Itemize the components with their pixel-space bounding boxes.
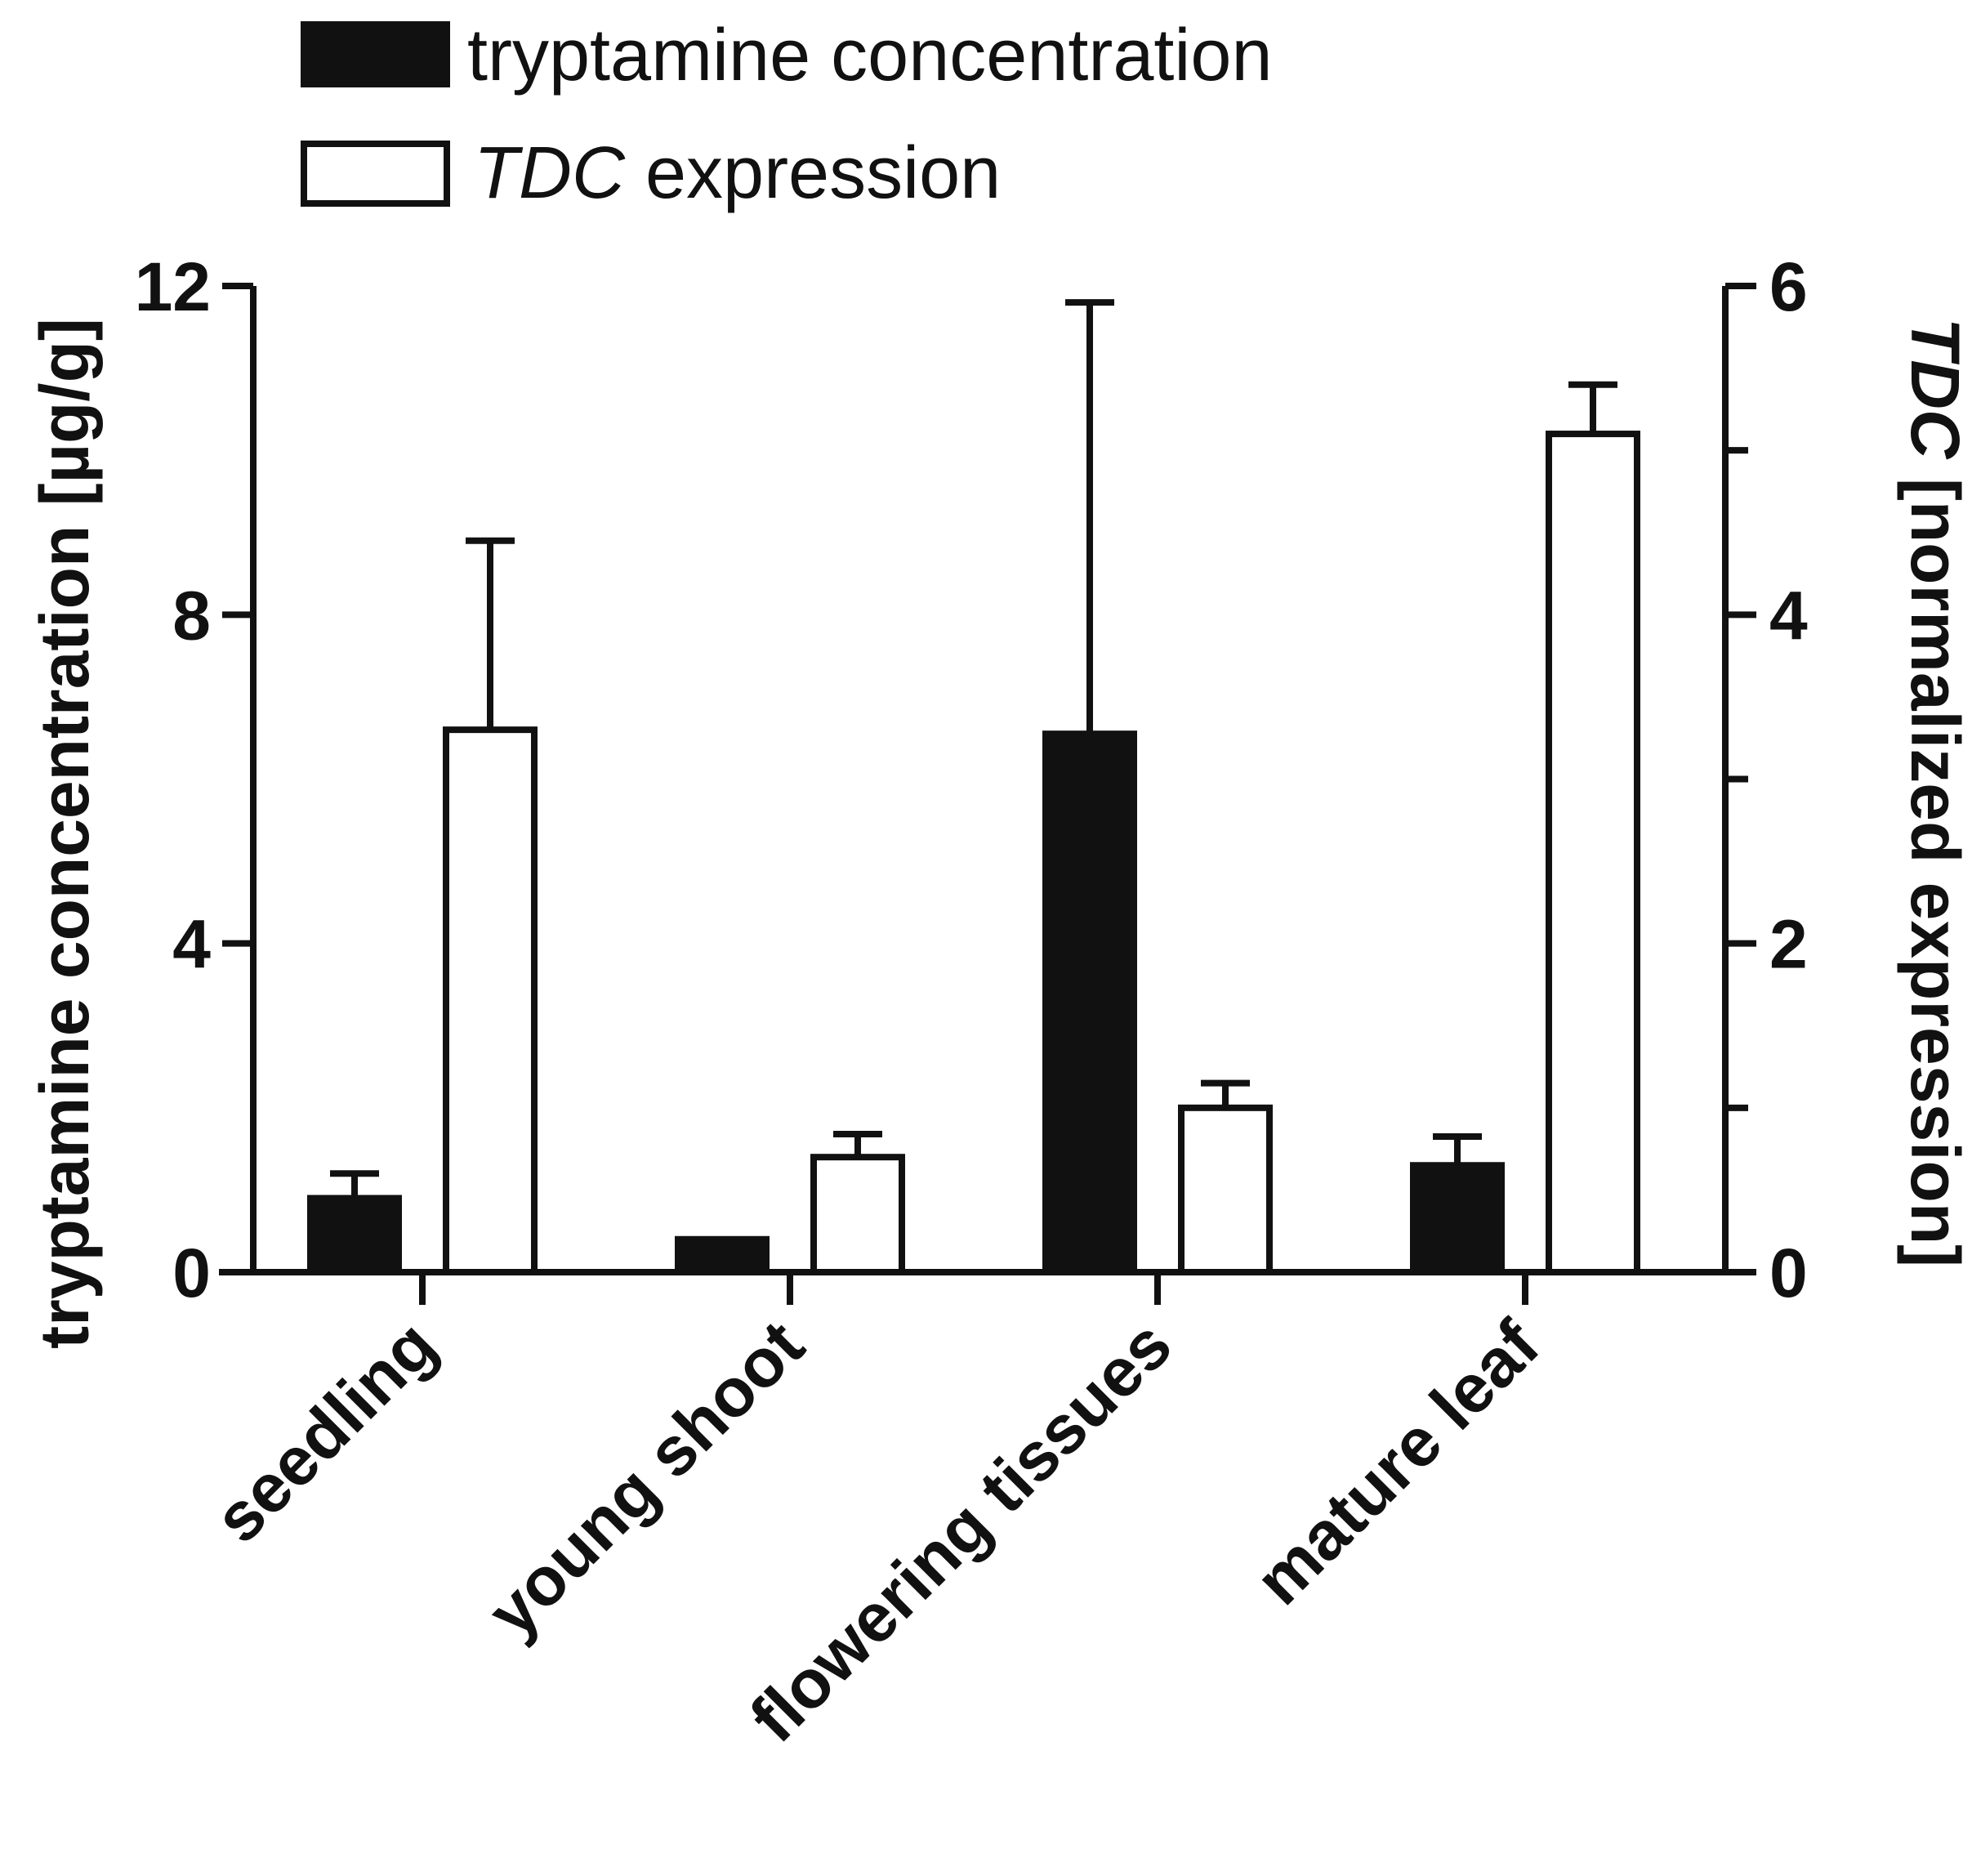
legend-label-tdc-rest: expression: [625, 132, 1001, 214]
bar-tdc-flowering-tissues: [1178, 1104, 1273, 1276]
y-left-tick-label: 12: [135, 248, 211, 325]
x-tick-label: seedling: [199, 1306, 450, 1557]
y-left-tick-label: 0: [172, 1235, 211, 1311]
y-left-tick-label: 4: [172, 906, 211, 983]
y-right-tick-label: 6: [1769, 248, 1808, 325]
bar-tdc-young-shoot: [810, 1154, 905, 1276]
bar-tryptamine-seedling: [307, 1195, 402, 1275]
legend-swatch-tdc: [301, 141, 450, 207]
y-right-axis-title-rest: [normalized expression]: [1897, 459, 1972, 1268]
x-tick-label: mature leaf: [1240, 1306, 1554, 1619]
y-left-axis-title: tryptamine concentration [µg/g]: [26, 318, 103, 1349]
bar-tryptamine-flowering-tissues: [1042, 730, 1137, 1275]
bar-tryptamine-mature-leaf: [1410, 1162, 1505, 1276]
legend-label-tryptamine: tryptamine concentration: [467, 15, 1273, 96]
bar-tdc-seedling: [443, 726, 538, 1275]
legend-label-tdc: TDC expression: [474, 132, 1001, 214]
y-right-axis-title: TDC [normalized expression]: [1897, 318, 1972, 1267]
x-tick-label: young shoot: [473, 1306, 819, 1651]
bar-tryptamine-young-shoot: [675, 1235, 770, 1276]
legend-label-tdc-italic: TDC: [474, 132, 626, 214]
bar-tdc-mature-leaf: [1546, 431, 1640, 1275]
legend: tryptamine concentration TDC expression: [301, 15, 1273, 214]
y-right-tick-label: 0: [1769, 1235, 1808, 1311]
y-left-tick-label: 8: [172, 577, 211, 654]
legend-swatch-tryptamine: [301, 21, 450, 87]
y-right-tick-label: 2: [1769, 906, 1808, 983]
y-right-tick-label: 4: [1769, 577, 1808, 654]
y-right-axis-title-italic: TDC: [1897, 318, 1972, 460]
